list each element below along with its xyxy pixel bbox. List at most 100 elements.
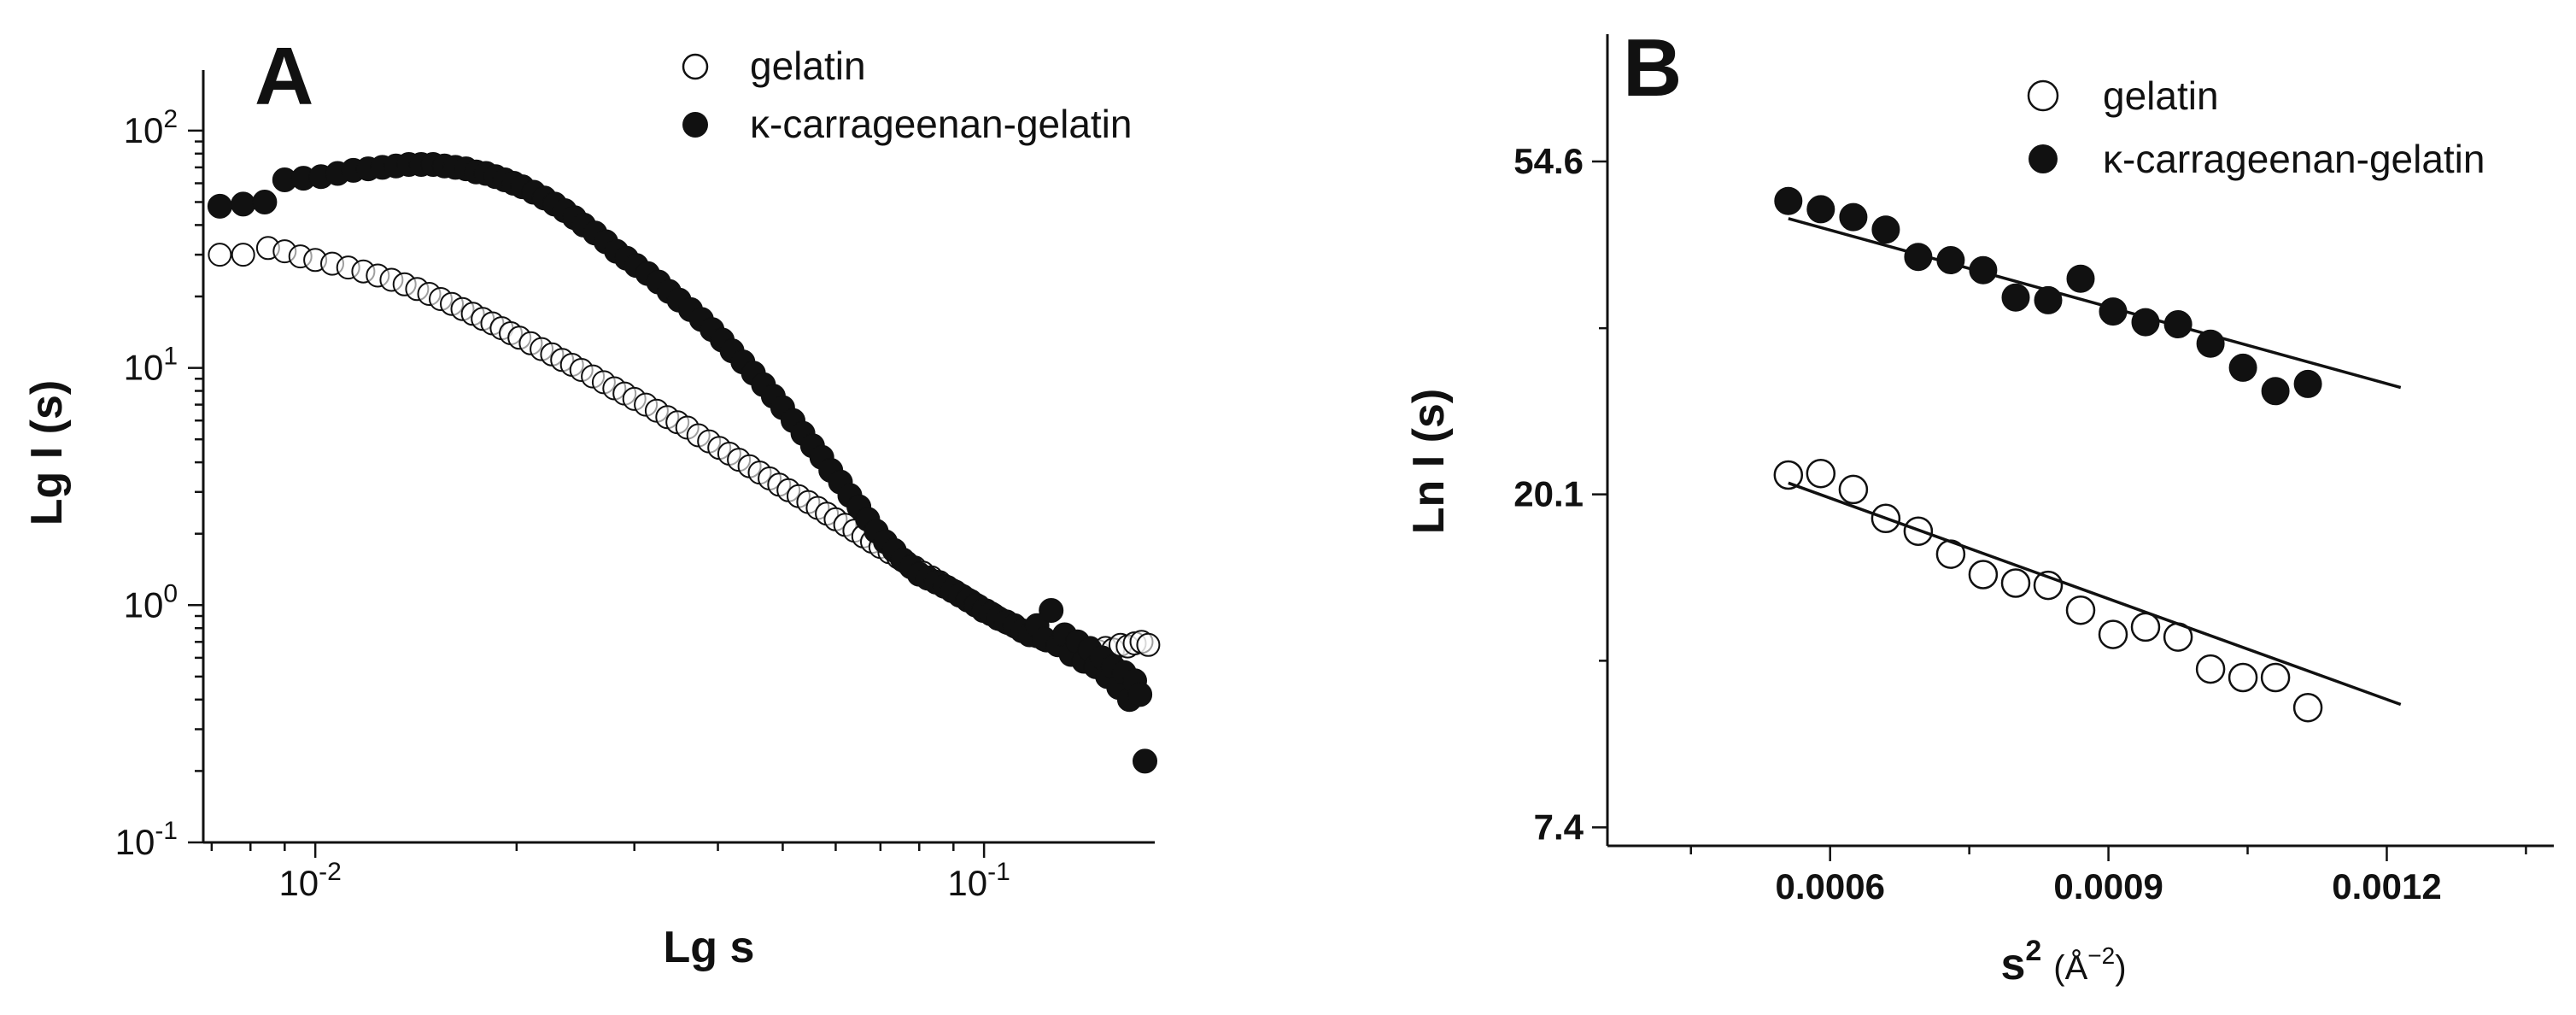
panel-b-data-point bbox=[2130, 612, 2161, 642]
panel-a-legend-marker-kappa bbox=[682, 112, 708, 138]
panel-a-y-axis-label: Lg I (s) bbox=[22, 380, 72, 525]
panel-a-x-tick-label-base: 10 bbox=[947, 863, 987, 903]
panel-b-series-gelatin bbox=[1773, 458, 2323, 723]
panel-b-legend-label-kappa: κ-carrageenan-gelatin bbox=[2103, 137, 2485, 181]
panel-b-x-axis-unit: (Å bbox=[2053, 948, 2087, 987]
panel-b-data-point bbox=[1871, 215, 1900, 244]
panel-a-x-tick-label: 10-1 bbox=[947, 858, 1010, 903]
panel-b-data-point bbox=[1806, 195, 1835, 224]
panel-a-y-tick-label-exponent: 0 bbox=[163, 579, 178, 607]
panel-a-y-tick-label-exponent: -1 bbox=[155, 817, 178, 845]
panel-b-data-point bbox=[2260, 662, 2291, 693]
panel-a-data-point bbox=[1039, 598, 1064, 623]
panel-a-y-tick-label-exponent: 2 bbox=[163, 105, 178, 133]
panel-a-data-points bbox=[207, 152, 1161, 774]
panel-b-data-point bbox=[1838, 474, 1869, 505]
panel-a-x-tick-label-exponent: -2 bbox=[319, 858, 342, 886]
panel-a-legend-label-kappa: κ-carrageenan-gelatin bbox=[750, 102, 1133, 146]
panel-b-data-point bbox=[1935, 539, 1966, 569]
panel-a-x-tick-label: 10-2 bbox=[278, 858, 341, 903]
panel-b-data-point bbox=[1936, 246, 1965, 274]
panel-a-data-point bbox=[1133, 748, 1157, 774]
panel-a-y-tick-label-base: 10 bbox=[124, 348, 164, 388]
panel-a-x-axis-label: Lg s bbox=[664, 923, 755, 972]
panel-b-x-axis-unit-close: ) bbox=[2115, 949, 2126, 987]
panel-b-data-point bbox=[2228, 353, 2257, 382]
panel-b-data-point bbox=[1774, 186, 1803, 215]
panel-b-x-tick-label: 0.0012 bbox=[2332, 866, 2441, 906]
panel-b-data-point bbox=[2163, 622, 2193, 652]
panel-b-x-axis-label: s2 (Å−2) bbox=[2000, 935, 2126, 989]
panel-b-data-point bbox=[1773, 460, 1804, 490]
panel-b-data-point bbox=[2001, 283, 2030, 312]
panel-b-data-points bbox=[1773, 186, 2323, 723]
panel-a-data-point bbox=[208, 243, 232, 267]
panel-a-x-tick-label-base: 10 bbox=[278, 863, 319, 903]
panel-b-fit-lines bbox=[1788, 217, 2402, 707]
panel-b-data-point bbox=[1968, 560, 1999, 590]
panel-a-data-point bbox=[252, 190, 278, 214]
panel-b-tick-labels: 0.0006 0.0009 0.0012 7.4 20.1 54.6 bbox=[1513, 141, 2441, 906]
panel-b-fit-line-gelatin bbox=[1788, 481, 2402, 707]
panel-b-data-point bbox=[2034, 285, 2063, 314]
panel-b-data-point bbox=[2099, 297, 2128, 326]
panel-b-y-axis-label: Ln I (s) bbox=[1404, 389, 1454, 534]
panel-b-data-point bbox=[2131, 308, 2160, 337]
panel-a-data-point bbox=[231, 191, 256, 217]
panel-b-data-point bbox=[1904, 243, 1933, 272]
panel-b-y-tick-label: 54.6 bbox=[1513, 141, 1584, 181]
panel-a-series-kappa-carrageenan-gelatin bbox=[207, 152, 1157, 774]
panel-b-data-point bbox=[2228, 662, 2258, 693]
panel-b-x-tick-label: 0.0009 bbox=[2053, 866, 2163, 906]
panel-a-axes bbox=[188, 70, 1155, 858]
panel-b-series-kappa-carrageenan-gelatin bbox=[1774, 186, 2322, 406]
panel-b-data-point bbox=[1903, 516, 1934, 546]
panel-a-data-point bbox=[207, 193, 232, 219]
panel-a-y-tick-label-base: 10 bbox=[124, 110, 164, 150]
panel-b-data-point bbox=[2000, 568, 2031, 598]
panel-b-fit-line-kappa-carrageenan-gelatin bbox=[1788, 217, 2402, 390]
panel-b-y-tick-label: 7.4 bbox=[1534, 807, 1584, 847]
panel-b-data-point bbox=[2033, 570, 2064, 601]
panel-b-legend-marker-gelatin bbox=[2027, 79, 2059, 112]
panel-a-y-tick-label: 101 bbox=[124, 343, 178, 388]
panel-b-x-axis-symbol-exponent: 2 bbox=[2025, 935, 2041, 967]
panel-a-legend-marker-gelatin bbox=[682, 53, 709, 80]
panel-a-y-tick-label-base: 10 bbox=[124, 584, 164, 625]
panel-b-legend: gelatin κ-carrageenan-gelatin bbox=[2027, 73, 2485, 181]
panel-b-data-point bbox=[2195, 654, 2226, 684]
panel-b-x-axis-symbol: s bbox=[2000, 940, 2025, 989]
panel-a-y-tick-label-base: 10 bbox=[115, 822, 155, 862]
panel-b-x-axis-unit-exponent: −2 bbox=[2087, 942, 2115, 969]
panel-b-data-point bbox=[2292, 692, 2323, 723]
panel-b-axes bbox=[1592, 34, 2554, 861]
panel-b-legend-marker-kappa bbox=[2029, 144, 2058, 173]
panel-a-data-point bbox=[1136, 632, 1161, 657]
panel-b-legend-label-gelatin: gelatin bbox=[2103, 73, 2219, 118]
panel-a-y-tick-label: 10-1 bbox=[115, 817, 178, 862]
panel-b-data-point bbox=[2293, 369, 2322, 398]
panel-a-y-tick-label: 102 bbox=[124, 105, 178, 150]
panel-b-label: B bbox=[1623, 22, 1682, 114]
panel-b-data-point bbox=[1871, 503, 1901, 534]
panel-b-data-point bbox=[2163, 310, 2193, 338]
panel-b-data-point bbox=[2098, 619, 2128, 649]
panel-b-data-point bbox=[1969, 255, 1998, 285]
panel-b-data-point bbox=[2196, 329, 2225, 358]
panel-b-data-point bbox=[1806, 458, 1836, 489]
panel-a-y-tick-label-exponent: 1 bbox=[163, 343, 178, 371]
panel-a-data-point bbox=[1127, 682, 1153, 707]
panel-b-data-point bbox=[2261, 377, 2290, 406]
panel-a-legend-label-gelatin: gelatin bbox=[750, 44, 866, 88]
panel-b-x-tick-label: 0.0006 bbox=[1775, 866, 1884, 906]
panel-a-label: A bbox=[255, 31, 313, 122]
panel-a-y-tick-label: 100 bbox=[124, 579, 178, 625]
panel-a-x-tick-label-exponent: -1 bbox=[987, 858, 1010, 886]
panel-b-data-point bbox=[1839, 202, 1868, 232]
panel-b-data-point bbox=[2066, 264, 2095, 293]
panel-b-y-tick-label: 20.1 bbox=[1513, 474, 1584, 514]
